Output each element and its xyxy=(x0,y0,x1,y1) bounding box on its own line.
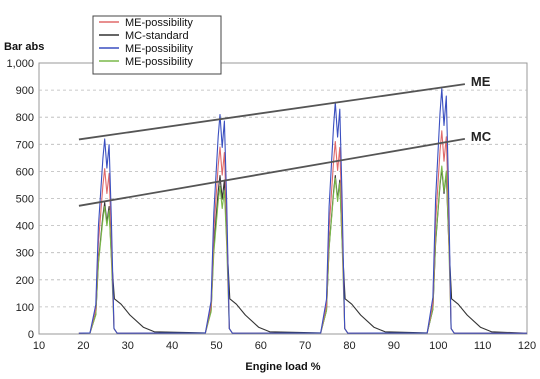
y-tick-labels: 0 100 200 300 400 500 600 700 800 900 1,000 xyxy=(6,58,34,341)
x-tick-label: 80 xyxy=(343,340,355,352)
y-tick-label: 400 xyxy=(16,221,34,233)
y-tick-label: 900 xyxy=(16,85,34,97)
x-tick-label: 110 xyxy=(474,340,492,352)
series-line xyxy=(78,88,527,334)
x-tick-labels: 10 20 30 40 50 60 70 80 90 100 110 120 xyxy=(33,340,536,352)
x-tick-label: 50 xyxy=(210,340,222,352)
x-tick-label: 100 xyxy=(429,340,447,352)
y-tick-label: 200 xyxy=(16,275,34,287)
legend-label: ME-possibility xyxy=(125,17,193,29)
x-tick-label: 70 xyxy=(299,340,311,352)
y-axis-title: Bar abs xyxy=(4,41,44,53)
y-tick-label: 700 xyxy=(16,139,34,151)
y-tick-label: 1,000 xyxy=(6,58,34,70)
legend: ME-possibilityMC-standardME-possibilityM… xyxy=(92,15,222,75)
y-tick-label: 800 xyxy=(16,112,34,124)
legend-label: MC-standard xyxy=(125,30,189,42)
trend-line-label: MC xyxy=(471,129,492,144)
x-tick-label: 20 xyxy=(77,340,89,352)
trend-line xyxy=(78,137,466,207)
x-axis-title: Engine load % xyxy=(245,361,320,373)
legend-label: ME-possibility xyxy=(125,43,193,55)
x-tick-label: 30 xyxy=(122,340,134,352)
y-tick-label: 100 xyxy=(16,302,34,314)
y-tick-label: 300 xyxy=(16,248,34,260)
x-tick-label: 90 xyxy=(388,340,400,352)
trend-line xyxy=(78,83,466,141)
series-layer xyxy=(78,88,528,334)
trend-line-layer: ME MC xyxy=(78,74,492,207)
x-tick-label: 40 xyxy=(166,340,178,352)
x-tick-label: 10 xyxy=(33,340,45,352)
x-tick-label: 60 xyxy=(255,340,267,352)
trend-line-label: ME xyxy=(471,74,491,89)
legend-label: ME-possibility xyxy=(125,56,193,68)
legend-box xyxy=(92,15,222,75)
y-tick-label: 600 xyxy=(16,166,34,178)
y-tick-label: 500 xyxy=(16,194,34,206)
x-tick-label: 120 xyxy=(518,340,536,352)
y-tick-label: 0 xyxy=(28,329,34,341)
